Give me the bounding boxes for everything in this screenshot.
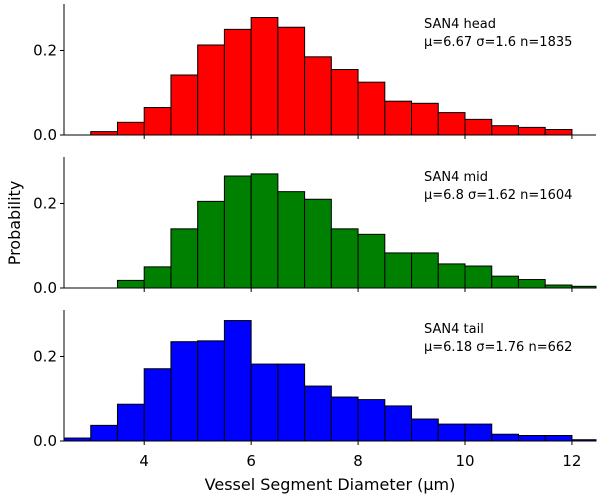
panel-mid-bar (384, 252, 413, 289)
panel-head-bar (170, 74, 199, 136)
panel-head-bars (90, 17, 573, 136)
panel-head-axes (63, 4, 596, 139)
y-axis-title: Probability (5, 181, 24, 266)
panel-mid: 0.0 0.2 SAN4 mid μ=6.8 σ=1.62 n=1604 (33, 157, 597, 297)
x-tick-label: 6 (246, 452, 256, 470)
panel-head-bar (90, 131, 118, 136)
panel-tail-bar (223, 320, 252, 442)
panel-mid-bar (517, 279, 546, 289)
panel-head-bar (544, 129, 573, 136)
panel-tail-bar (384, 405, 413, 442)
panel-mid-yticks: 0.0 0.2 (33, 194, 64, 297)
panel-head-bar (384, 100, 413, 136)
panel-tail-bar (304, 385, 332, 442)
panel-tail-bar (250, 363, 279, 442)
x-axis-ticks: 4 6 8 10 12 (139, 452, 581, 470)
panel-tail-yticks: 0.0 0.2 (33, 347, 64, 450)
panel-mid-annotation-line2: μ=6.8 σ=1.62 n=1604 (424, 188, 572, 203)
x-tick-label: 4 (139, 452, 149, 470)
panel-head-bar (357, 81, 386, 136)
panel-head-bar (491, 125, 519, 136)
x-tick-label: 12 (562, 452, 581, 470)
panel-head-bar (517, 126, 546, 136)
panel-mid-bar (143, 266, 172, 289)
panel-head-y-tick-label: 0.0 (33, 126, 57, 144)
panel-mid-bar (277, 191, 306, 289)
panel-tail-y-tick-label: 0.2 (33, 347, 57, 365)
panel-tail-bar (143, 368, 172, 442)
panel-tail-y-tick-label: 0.0 (33, 432, 57, 450)
panel-mid-bar (437, 263, 466, 289)
panel-tail-bars (63, 320, 597, 442)
panel-mid-bar (491, 275, 519, 289)
panel-mid-bar (197, 200, 225, 289)
panel-head: 0.0 0.2 SAN4 head μ=6.67 σ=1.6 n=1835 (33, 4, 596, 144)
panel-tail-bar (464, 423, 493, 442)
x-axis-title: Vessel Segment Diameter (μm) (205, 475, 456, 494)
panel-head-bar (304, 56, 332, 136)
panel-mid-axes (63, 157, 596, 292)
panel-head-bar (250, 17, 279, 136)
panel-mid-bar (170, 228, 199, 289)
panel-head-bar (116, 121, 145, 136)
panel-tail-annotation-line1: SAN4 tail (424, 322, 484, 337)
panel-mid-bars (116, 173, 597, 289)
panel-tail: 0.0 0.2 SAN4 tail μ=6.18 σ=1.76 n=662 (33, 310, 597, 450)
panel-tail-bar (90, 424, 118, 442)
panel-tail-bar (197, 340, 225, 442)
panel-mid-bar (116, 279, 145, 289)
panel-head-bar (330, 69, 359, 136)
panel-tail-axes (63, 310, 596, 445)
panel-mid-bar (411, 252, 439, 289)
panel-head-annotation-line1: SAN4 head (424, 17, 496, 32)
panel-mid-bar (357, 233, 386, 289)
x-tick-label: 10 (455, 452, 474, 470)
panel-head-annotation-line2: μ=6.67 σ=1.6 n=1835 (424, 35, 572, 50)
panel-tail-bar (517, 435, 546, 442)
panel-tail-bar (437, 423, 466, 442)
panel-mid-bar (464, 265, 493, 289)
panel-head-bar (143, 107, 172, 136)
panel-mid-y-tick-label: 0.2 (33, 194, 57, 212)
panel-mid-bar (304, 198, 332, 289)
panel-mid-bar (250, 173, 279, 289)
panel-head-bar (277, 26, 306, 136)
panel-head-bar (411, 102, 439, 136)
panel-tail-bar (116, 403, 145, 442)
panel-mid-y-tick-label: 0.0 (33, 279, 57, 297)
panel-head-bar (464, 118, 493, 136)
panel-tail-bar (491, 433, 519, 442)
panel-tail-bar (544, 435, 573, 442)
panel-head-yticks: 0.0 0.2 (33, 41, 64, 144)
panel-tail-bar (330, 396, 359, 442)
panel-head-bar (197, 44, 225, 136)
panel-mid-bar (330, 228, 359, 289)
panel-tail-bar (411, 418, 439, 442)
panel-tail-bar (277, 363, 306, 442)
panel-head-bar (437, 112, 466, 136)
panel-mid-annotation-line1: SAN4 mid (424, 170, 488, 185)
panel-head-y-tick-label: 0.2 (33, 41, 57, 59)
panel-tail-annotation-line2: μ=6.18 σ=1.76 n=662 (424, 340, 572, 355)
panel-tail-bar (357, 399, 386, 442)
x-tick-label: 8 (353, 452, 363, 470)
panel-tail-bar (170, 341, 199, 442)
panel-head-bar (223, 28, 252, 136)
panel-mid-bar (223, 175, 252, 289)
